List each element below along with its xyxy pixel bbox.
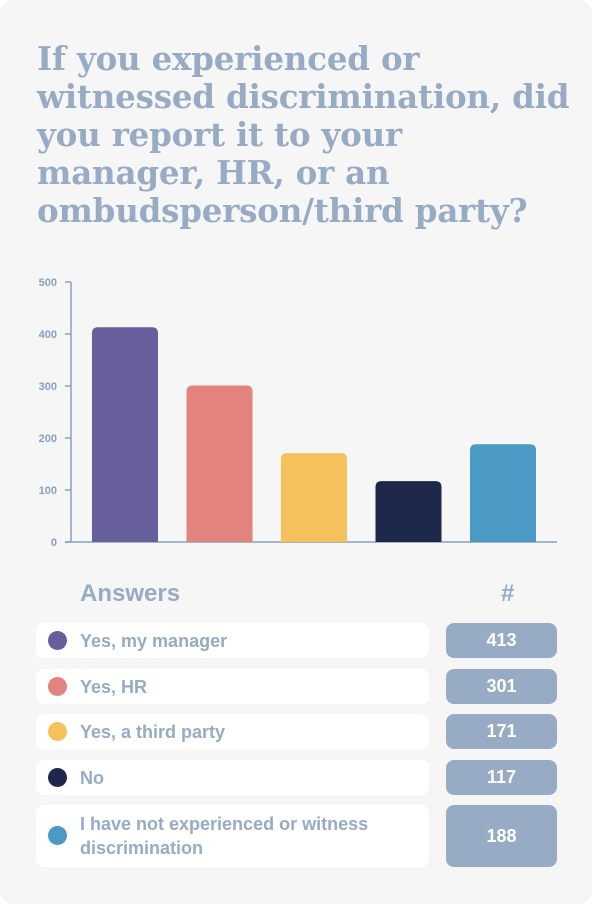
chart-title: If you experienced or witnessed discrimi… bbox=[37, 39, 570, 230]
bar bbox=[186, 385, 253, 542]
bar bbox=[281, 453, 347, 542]
bar-chart: 0 100 200 300 400 500 bbox=[39, 277, 557, 549]
legend-dot bbox=[48, 826, 67, 845]
y-tick-label: 500 bbox=[39, 277, 57, 289]
answer-count: 301 bbox=[446, 669, 557, 704]
bar bbox=[470, 444, 536, 542]
answer-cell: Yes, my manager bbox=[36, 623, 429, 658]
y-tick-label: 400 bbox=[39, 329, 57, 341]
y-tick-label: 200 bbox=[39, 433, 57, 445]
answer-label: Yes, my manager bbox=[80, 631, 228, 651]
answer-label: I have not experienced or witness discri… bbox=[80, 814, 369, 858]
bar bbox=[375, 481, 442, 542]
legend-dot bbox=[48, 677, 67, 696]
answer-count: 413 bbox=[446, 623, 557, 658]
y-tick-label: 300 bbox=[39, 381, 57, 393]
legend-dot bbox=[48, 722, 67, 741]
legend-dot bbox=[48, 768, 67, 787]
answer-count: 171 bbox=[446, 714, 557, 749]
bar bbox=[92, 327, 158, 542]
y-tick-label: 0 bbox=[51, 537, 57, 549]
answer-cell: Yes, a third party bbox=[36, 714, 429, 749]
answer-cell: I have not experienced or witness discri… bbox=[36, 805, 429, 867]
count-header: # bbox=[501, 580, 515, 607]
y-tick-label: 100 bbox=[39, 485, 57, 497]
answer-label: Yes, a third party bbox=[80, 722, 226, 742]
answer-count: 117 bbox=[446, 760, 557, 795]
legend-dot bbox=[48, 631, 67, 650]
answers-header: Answers bbox=[80, 580, 181, 607]
answer-cell: Yes, HR bbox=[36, 669, 429, 704]
answer-label: Yes, HR bbox=[80, 677, 148, 697]
answer-count: 188 bbox=[446, 805, 557, 867]
answer-cell: No bbox=[36, 760, 429, 795]
answer-label: No bbox=[80, 768, 104, 788]
